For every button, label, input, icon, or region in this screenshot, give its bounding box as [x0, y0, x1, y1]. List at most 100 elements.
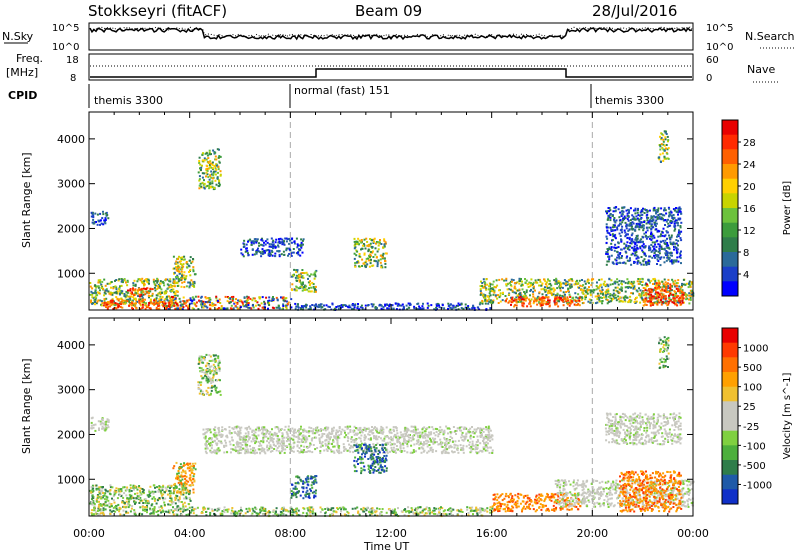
echo-cell: [650, 291, 653, 294]
echo-cell: [277, 245, 280, 248]
echo-cell: [682, 278, 685, 281]
freq-label-1: Freq.: [16, 52, 43, 65]
echo-cell: [185, 475, 188, 478]
echo-cell: [516, 294, 519, 297]
echo-cell: [660, 143, 663, 146]
echo-cell: [484, 445, 487, 448]
echo-cell: [146, 281, 149, 283]
echo-cell: [128, 488, 131, 491]
echo-cell: [606, 212, 608, 215]
echo-cell: [153, 507, 156, 510]
echo-cell: [173, 489, 176, 492]
echo-cell: [215, 295, 218, 298]
echo-cell: [129, 289, 132, 292]
echo-cell: [212, 373, 215, 376]
echo-cell: [262, 433, 265, 436]
echo-cell: [184, 505, 187, 508]
echo-cell: [141, 295, 144, 298]
echo-cell: [658, 285, 661, 288]
echo-cell: [261, 239, 264, 242]
echo-cell: [131, 307, 134, 310]
echo-cell: [673, 245, 675, 248]
echo-cell: [562, 298, 565, 300]
echo-cell: [91, 213, 94, 216]
echo-cell: [139, 491, 142, 494]
echo-cell: [598, 300, 601, 303]
echo-cell: [374, 306, 377, 309]
echo-cell: [646, 261, 649, 264]
echo-cell: [657, 254, 660, 257]
echo-cell: [606, 299, 609, 301]
echo-cell: [486, 300, 489, 303]
echo-cell: [148, 307, 151, 310]
echo-cell: [282, 446, 285, 449]
echo-cell: [557, 305, 560, 308]
echo-cell: [376, 241, 379, 244]
echo-cell: [264, 452, 267, 455]
echo-cell: [670, 211, 673, 214]
echo-cell: [647, 259, 650, 262]
echo-cell: [116, 497, 119, 500]
echo-cell: [394, 302, 397, 305]
echo-cell: [214, 308, 217, 311]
echo-cell: [192, 284, 195, 287]
echo-cell: [611, 283, 614, 286]
echo-cell: [608, 248, 610, 251]
echo-cell: [510, 301, 513, 304]
echo-cell: [200, 304, 203, 307]
echo-cell: [623, 247, 626, 250]
echo-cell: [643, 221, 646, 223]
echo-cell: [628, 248, 631, 251]
echo-cell: [207, 379, 210, 381]
echo-cell: [513, 305, 516, 308]
echo-cell: [300, 238, 303, 241]
echo-cell: [96, 223, 99, 226]
echo-cell: [180, 483, 183, 486]
echo-cell: [481, 299, 484, 302]
echo-cell: [161, 506, 164, 509]
echo-cell: [201, 176, 204, 179]
echo-cell: [209, 165, 212, 168]
echo-cell: [371, 250, 374, 253]
echo-cell: [162, 485, 165, 488]
echo-cell: [479, 290, 482, 292]
echo-cell: [426, 306, 429, 309]
echo-cell: [679, 256, 682, 259]
echo-cell: [606, 251, 609, 253]
echo-cell: [590, 289, 593, 292]
echo-cell: [254, 240, 257, 243]
echo-cell: [285, 306, 288, 309]
echo-cell: [678, 290, 681, 293]
echo-cell: [96, 510, 99, 512]
echo-cell: [159, 280, 162, 283]
echo-cell: [598, 278, 601, 281]
echo-cell: [197, 381, 200, 384]
echo-cell: [614, 286, 617, 289]
echo-cell: [209, 301, 211, 304]
echo-cell: [98, 509, 101, 512]
echo-cell: [659, 292, 662, 295]
echo-cell: [241, 253, 244, 256]
echo-cell: [259, 251, 262, 254]
echo-cell: [216, 177, 219, 180]
echo-cell: [113, 501, 116, 504]
echo-cell: [660, 216, 663, 219]
echo-cell: [574, 280, 577, 283]
echo-cell: [367, 304, 370, 306]
echo-cell: [671, 217, 674, 219]
echo-cell: [299, 244, 302, 247]
echo-cell: [505, 283, 508, 286]
echo-cell: [198, 392, 201, 395]
echo-cell: [308, 275, 311, 278]
echo-cell: [380, 431, 383, 434]
echo-cell: [207, 157, 210, 160]
echo-cell: [448, 439, 451, 441]
echo-cell: [125, 299, 128, 302]
echo-cell: [522, 302, 525, 305]
echo-cell: [143, 491, 145, 494]
echo-cell: [149, 512, 152, 515]
echo-cell: [679, 231, 682, 234]
echo-cell: [648, 209, 651, 212]
echo-cell: [601, 302, 604, 305]
echo-cell: [156, 302, 159, 304]
